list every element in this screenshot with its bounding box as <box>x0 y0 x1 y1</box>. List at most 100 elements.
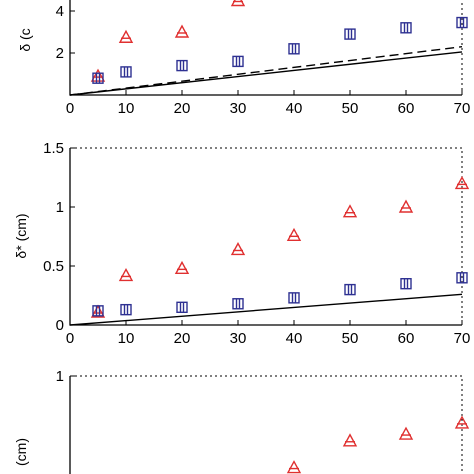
x-tick-label: 50 <box>342 330 359 347</box>
x-tick-label: 0 <box>66 330 74 347</box>
y-tick-label: 1 <box>56 199 64 216</box>
square-marker <box>456 272 468 284</box>
data-marks <box>69 175 470 326</box>
square-marker <box>176 301 188 313</box>
y-tick-label: 0 <box>56 317 64 334</box>
x-tick-label: 30 <box>230 100 247 117</box>
square-point <box>400 22 412 34</box>
triangle-marker <box>118 267 134 282</box>
data-marks <box>286 415 470 474</box>
x-tick-label: 70 <box>454 100 471 117</box>
y-tick-label: 1 <box>56 368 64 385</box>
square-point <box>120 66 132 78</box>
triangle-point <box>398 426 414 440</box>
x-tick-label: 0 <box>66 100 74 117</box>
x-tick-label: 70 <box>454 330 471 347</box>
x-tick-label: 10 <box>118 100 135 117</box>
panel-frame-top-right <box>70 147 463 325</box>
triangle-marker <box>90 304 106 318</box>
triangle-point <box>286 460 302 474</box>
y-tick-label: 2 <box>56 45 64 62</box>
square-point <box>288 43 300 55</box>
triangle-point <box>174 260 190 275</box>
panel-third: (cm) 0.51 <box>13 368 470 474</box>
triangle-marker <box>342 204 358 218</box>
x-tick-label: 20 <box>174 100 191 117</box>
panel-delta: δ (c 0 10 20 30 40 50 60 70 2 4 <box>17 0 470 117</box>
triangle-point <box>230 0 246 7</box>
triangle-point <box>174 24 190 38</box>
square-point <box>288 292 300 304</box>
square-marker <box>232 55 244 68</box>
x-tick-label: 20 <box>174 330 191 347</box>
square-point <box>92 72 104 84</box>
triangle-marker <box>230 0 246 7</box>
triangle-point <box>342 204 358 218</box>
tick-group: 0 10 20 30 40 50 60 70 2 4 <box>56 3 471 117</box>
triangle-marker <box>230 242 246 256</box>
square-point <box>92 305 104 317</box>
square-marker <box>288 292 300 304</box>
square-point <box>456 16 468 29</box>
y-tick-label: 1.5 <box>43 140 64 157</box>
triangle-marker <box>454 415 470 429</box>
panel-frame-axes <box>69 0 462 96</box>
square-marker <box>120 66 132 78</box>
square-marker <box>400 22 412 34</box>
triangle-marker <box>286 227 302 242</box>
square-marker <box>176 59 188 72</box>
triangle-marker <box>398 199 414 213</box>
square-point <box>176 59 188 72</box>
triangle-point <box>454 175 470 190</box>
square-marker <box>288 43 300 55</box>
triangle-marker <box>90 68 106 82</box>
triangle-point <box>118 267 134 282</box>
data-marks <box>69 0 468 96</box>
panel-frame-top-right <box>70 375 463 474</box>
square-marker <box>456 16 468 29</box>
square-point <box>456 272 468 284</box>
square-marker <box>92 72 104 84</box>
square-point <box>400 278 412 290</box>
series-line-solid <box>69 51 463 96</box>
triangle-point <box>230 242 246 256</box>
square-marker <box>232 298 244 310</box>
square-marker <box>400 278 412 290</box>
square-point <box>344 283 356 296</box>
x-tick-label: 30 <box>230 330 247 347</box>
triangle-point <box>342 433 358 447</box>
x-tick-label: 40 <box>286 100 303 117</box>
triangle-marker <box>454 175 470 190</box>
panel-frame-top-right <box>461 0 463 95</box>
series-line-dashed <box>69 46 463 96</box>
square-marker <box>120 303 132 316</box>
series-line-solid <box>69 293 463 326</box>
square-point <box>232 298 244 310</box>
tick-group: 0 10 20 30 40 50 60 70 0 0.5 1 1.5 <box>43 140 470 347</box>
x-tick-label: 10 <box>118 330 135 347</box>
square-marker <box>92 305 104 317</box>
x-tick-label: 60 <box>398 330 415 347</box>
triangle-marker <box>174 24 190 38</box>
triangle-point <box>90 68 106 82</box>
y-tick-label: 0.5 <box>43 258 64 275</box>
triangle-point <box>286 227 302 242</box>
triangle-point <box>90 304 106 318</box>
square-marker <box>344 283 356 296</box>
panel-delta-star: δ* (cm) 0 10 20 30 40 50 60 70 0 0.5 1 1.5 <box>13 140 470 347</box>
square-marker <box>344 28 356 40</box>
triangle-marker <box>174 260 190 275</box>
x-tick-label: 60 <box>398 100 415 117</box>
y-axis-label: (cm) <box>13 438 29 466</box>
triangle-marker <box>118 29 134 43</box>
triangle-marker <box>286 460 302 474</box>
y-axis-label: δ (c <box>17 28 33 51</box>
triangle-point <box>118 29 134 43</box>
square-point <box>176 301 188 313</box>
y-tick-label: 4 <box>56 3 64 20</box>
triangle-point <box>398 199 414 213</box>
triangle-point <box>454 415 470 429</box>
x-tick-label: 50 <box>342 100 359 117</box>
triangle-marker <box>342 433 358 447</box>
